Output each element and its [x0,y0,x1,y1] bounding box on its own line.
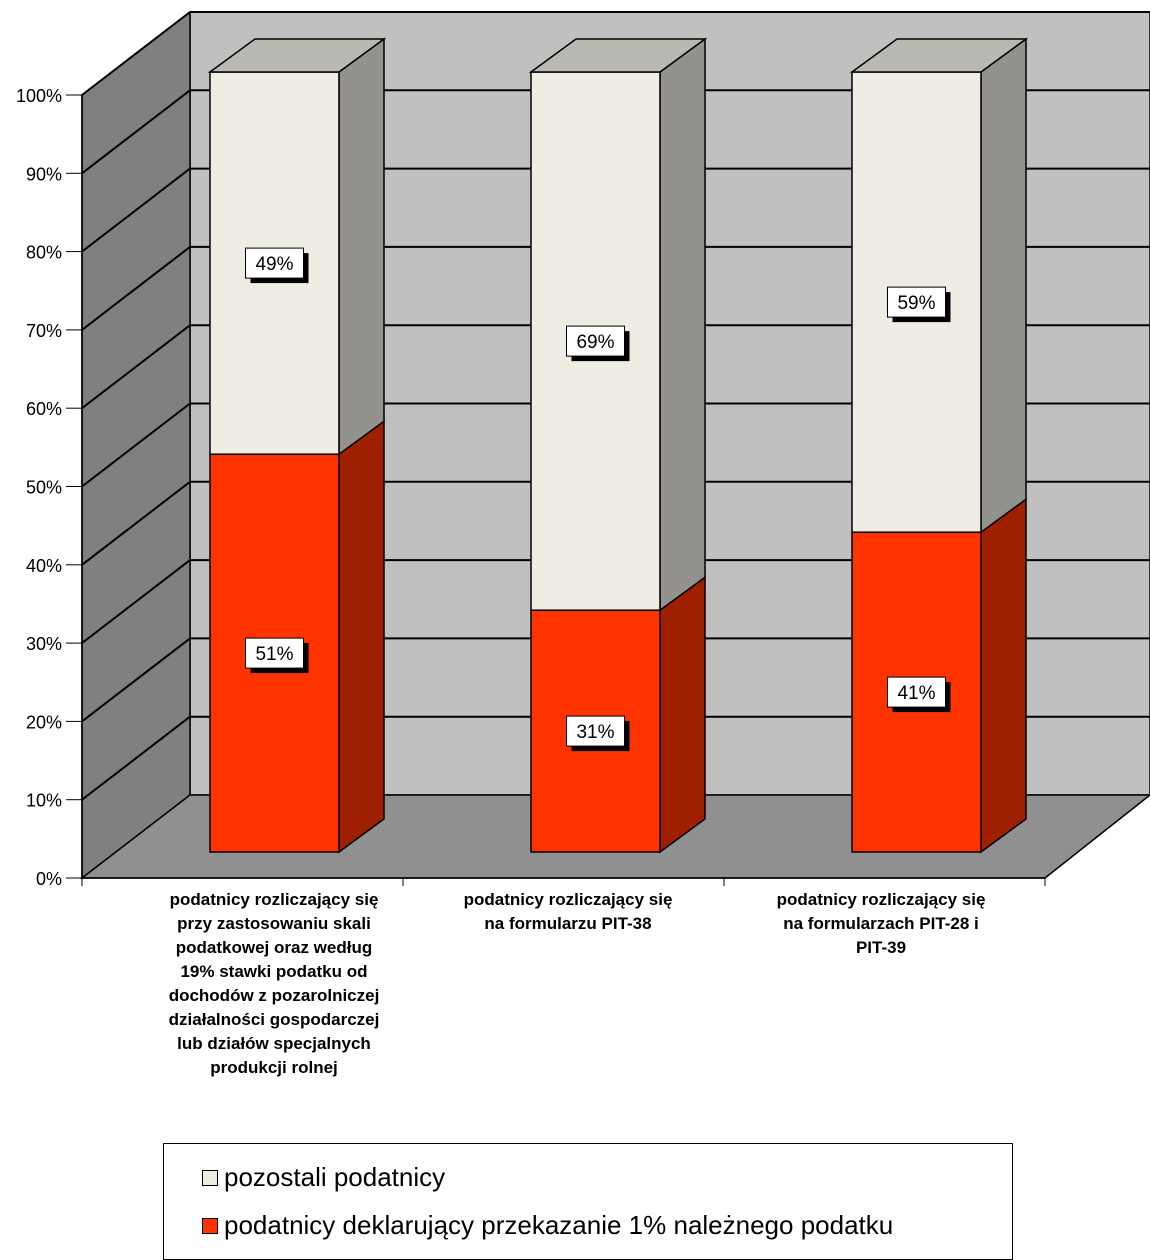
bars [207,37,1029,854]
legend-item-declaring: podatnicy deklarujący przekazanie 1% nal… [202,1210,893,1241]
legend-label-others: pozostali podatnicy [224,1162,446,1192]
bar-others-top [207,38,387,73]
legend: pozostali podatnicy podatnicy deklarując… [163,1143,1013,1260]
data-label-text: 41% [897,683,935,704]
category-label-1: podatnicy rozliczający się przy zastosow… [168,890,380,1077]
data-label-others: 69% [566,325,630,362]
gridline-side [81,637,191,723]
data-label-text: 51% [255,644,293,665]
gridline-side [81,715,191,801]
bar-declaring-side [980,497,1027,854]
y-tick-label: 40% [26,556,62,576]
y-tick-label: 20% [26,712,62,732]
data-label-text: 31% [576,722,614,743]
data-label-box [887,286,946,318]
y-tick-label: 30% [26,634,62,654]
gridline-side [81,11,191,96]
data-label-box [566,325,625,357]
gridline-side [81,324,191,409]
data-label-declaring: 31% [566,715,630,752]
legend-swatch-declaring [202,1217,218,1234]
data-label-text: 69% [576,332,614,353]
data-label-declaring: 51% [245,637,309,674]
bar-others-top [849,38,1029,73]
bar-others-side [980,37,1027,534]
y-tick-label: 90% [26,164,62,184]
data-label-box [566,715,625,747]
data-label-others: 59% [887,286,951,323]
data-label-box [887,676,946,708]
data-label-box [245,637,304,669]
legend-item-others: pozostali podatnicy [202,1162,445,1193]
y-tick-label: 70% [26,321,62,341]
data-label-box [245,247,304,279]
y-tick-label: 10% [26,791,62,811]
y-tick-label: 80% [26,243,62,263]
bar-declaring-side [659,575,706,854]
data-labels: 51% 49% 31% 69% 41% 59% [245,247,951,752]
bar-declaring-side [338,419,385,854]
gridline-side [81,481,191,566]
data-label-others: 49% [245,247,309,284]
bar-others-top [528,38,708,73]
gridline-side [81,89,191,175]
y-axis-ticks: 0% 10% 20% 30% 40% 50% 60% 70% 80% 90% 100% [16,86,1046,889]
gridline-side [81,559,191,644]
gridline-side [81,167,191,253]
y-tick-label: 100% [16,86,62,106]
data-label-text: 59% [897,293,935,314]
data-label-declaring: 41% [887,676,951,713]
gridline-side [81,402,191,488]
category-label-3: podatnicy rozliczający się na formularza… [776,890,986,957]
data-label-text: 49% [255,254,293,275]
bar-others-side [338,37,385,456]
y-tick-label: 50% [26,478,62,498]
legend-swatch-others [202,1169,218,1186]
category-label-2: podatnicy rozliczający się na formularzu… [463,890,673,933]
y-tick-label: 60% [26,399,62,419]
bar-others-side [659,37,706,612]
legend-label-declaring: podatnicy deklarujący przekazanie 1% nal… [224,1210,894,1240]
y-tick-label: 0% [36,869,62,889]
gridline-side [81,246,191,331]
